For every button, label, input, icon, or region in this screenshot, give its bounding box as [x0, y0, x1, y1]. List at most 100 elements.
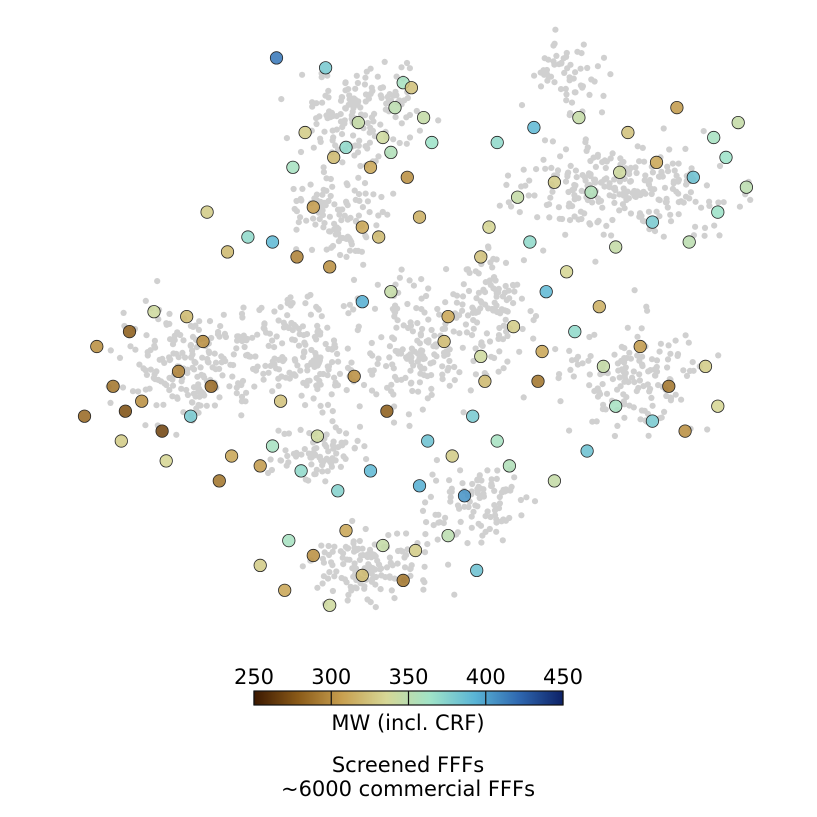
background-point: [543, 201, 551, 209]
background-point: [443, 266, 450, 273]
background-point: [568, 357, 576, 364]
background-point: [544, 77, 551, 84]
background-point: [275, 427, 282, 434]
background-point: [354, 327, 361, 334]
background-point: [379, 84, 387, 91]
background-point: [418, 276, 425, 283]
background-point: [671, 167, 678, 174]
background-point: [320, 559, 327, 566]
background-point: [442, 514, 449, 521]
background-point: [634, 143, 641, 150]
background-point: [127, 343, 134, 350]
screened-point: [339, 140, 353, 154]
background-point: [516, 348, 523, 355]
background-point: [434, 305, 441, 313]
background-point: [362, 525, 369, 533]
background-point: [330, 438, 337, 445]
background-point: [599, 381, 606, 388]
background-point: [285, 459, 292, 466]
background-point: [569, 203, 576, 210]
screened-point: [698, 359, 713, 373]
background-point: [550, 58, 557, 65]
screened-point: [531, 374, 545, 388]
background-point: [297, 426, 304, 433]
background-point: [571, 185, 578, 192]
background-point: [496, 500, 503, 507]
background-point: [320, 169, 327, 176]
background-point: [420, 586, 427, 593]
background-point: [362, 112, 369, 119]
background-point: [343, 253, 350, 260]
background-point: [333, 568, 340, 575]
background-point: [603, 222, 610, 229]
background-point: [382, 574, 389, 581]
background-point: [540, 156, 547, 163]
screened-point: [114, 434, 128, 448]
legend-entry-screened: Screened FFFs: [332, 753, 484, 777]
background-point: [591, 331, 598, 338]
screened-point: [474, 349, 488, 363]
screened-point: [445, 449, 459, 463]
background-point: [687, 189, 695, 196]
screened-point: [474, 250, 488, 264]
background-point: [491, 507, 499, 514]
background-point: [641, 158, 648, 165]
background-point: [445, 364, 452, 371]
background-point: [439, 363, 446, 370]
screened-point: [547, 175, 562, 189]
background-point: [308, 359, 315, 366]
background-point: [289, 299, 296, 307]
background-point: [393, 92, 400, 99]
background-point: [480, 286, 487, 293]
background-point: [340, 561, 347, 568]
screened-point: [118, 404, 133, 418]
background-point: [495, 368, 502, 375]
background-point: [462, 321, 469, 328]
background-point: [418, 347, 425, 354]
background-point: [446, 488, 453, 495]
background-point: [383, 363, 390, 370]
background-point: [188, 354, 195, 361]
background-point: [360, 381, 368, 389]
background-point: [197, 364, 204, 371]
background-point: [616, 374, 623, 381]
background-point: [518, 102, 526, 109]
background-point: [252, 353, 259, 360]
background-point: [602, 406, 609, 413]
screened-point: [482, 220, 496, 234]
colorbar-label: MW (incl. CRF): [331, 711, 484, 735]
background-point: [331, 201, 338, 208]
background-point: [403, 140, 410, 147]
background-point: [689, 359, 696, 366]
screened-point: [196, 334, 210, 349]
background-point: [295, 342, 303, 349]
background-point: [281, 430, 288, 437]
background-point: [303, 382, 310, 389]
background-point: [581, 210, 588, 217]
background-point: [502, 282, 509, 290]
background-point: [669, 185, 677, 192]
screened-point: [437, 334, 451, 349]
screened-point: [265, 235, 280, 249]
screened-point: [609, 399, 623, 413]
background-point: [502, 316, 509, 323]
background-point: [527, 308, 534, 315]
background-point: [209, 364, 216, 371]
background-point: [486, 277, 493, 284]
background-point: [249, 334, 256, 341]
background-point: [409, 328, 416, 335]
background-point: [616, 207, 623, 214]
background-point: [310, 144, 317, 151]
background-point: [464, 312, 472, 319]
screened-point: [466, 409, 480, 423]
background-point: [107, 347, 114, 354]
background-point: [373, 391, 380, 398]
background-point: [352, 196, 359, 203]
background-point: [316, 454, 323, 461]
background-point: [227, 361, 234, 368]
background-point: [621, 355, 628, 362]
background-point: [504, 172, 512, 179]
background-point: [277, 457, 285, 464]
background-point: [163, 320, 170, 327]
background-point: [389, 334, 396, 341]
